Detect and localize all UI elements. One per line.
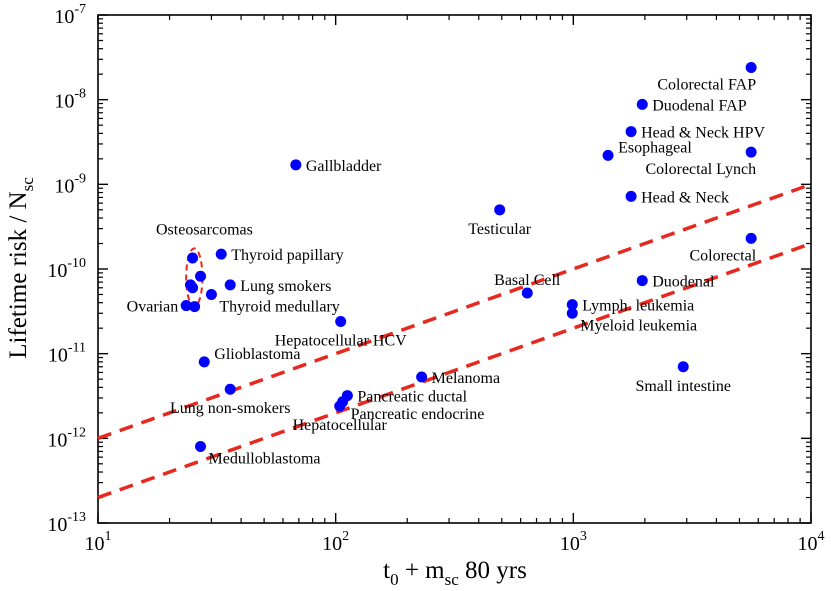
point-thyroid-papillary: [215, 248, 227, 260]
label-colorectal-fap: Colorectal FAP: [657, 76, 756, 93]
axis-ticks: [97, 14, 812, 524]
point-ovarian: [180, 300, 192, 312]
label-head-neck-hpv: Head & Neck HPV: [641, 125, 765, 142]
label-ovarian: Ovarian: [127, 299, 179, 316]
label-pancreatic-endocrine: Pancreatic endocrine: [351, 406, 485, 423]
y-axis-title-sub: sc: [18, 177, 37, 192]
y-tick-label: 10-11: [48, 341, 86, 367]
y-tick-label: 10-7: [54, 2, 86, 28]
label-thyroid-medullary: Thyroid medullary: [219, 298, 339, 315]
point-head-neck: [625, 190, 637, 202]
x-tick-label: 101: [85, 529, 112, 555]
point-testicular: [494, 204, 506, 216]
y-tick-label: 10-12: [47, 425, 86, 451]
point-colorectal-fap: [745, 61, 757, 73]
point-melanoma: [416, 371, 428, 383]
point-osteosarcoma: [187, 252, 199, 264]
point-small-intestine: [677, 361, 689, 373]
point-head-neck-hpv: [625, 126, 637, 138]
tick-labels: 101 102 103 104 10-13 10-12 10-11 10-10 10-9 10-8…: [47, 2, 824, 555]
x-axis-title-tail: 80 yrs: [459, 557, 527, 584]
point-glioblastoma: [198, 356, 210, 368]
label-hepatocellular: Hepatocellular: [293, 417, 388, 434]
point-lung-smokers: [224, 279, 236, 291]
point-gallbladder: [290, 159, 302, 171]
x-axis-title-sub2: sc: [445, 570, 460, 589]
data-points: [180, 61, 757, 453]
x-tick-label: 103: [560, 529, 587, 555]
point-labels: Colorectal FAP Duodenal FAP Head & Neck HP…: [127, 76, 766, 467]
x-tick-label: 102: [322, 529, 349, 555]
point-thyroid-medullary: [205, 288, 217, 300]
trend-lines: [97, 182, 812, 500]
y-axis-title: Lifetime risk / Nsc: [5, 177, 37, 359]
point-hepatocellular-hcv: [335, 315, 347, 327]
label-basal-cell: Basal Cell: [494, 272, 561, 289]
point-hepatocellular: [334, 400, 346, 412]
label-osteosarcomas: Osteosarcomas: [156, 221, 253, 238]
y-tick-label: 10-10: [47, 256, 86, 282]
label-lymph-leukemia: Lymph. leukemia: [582, 298, 694, 315]
point-osteosarcoma: [187, 282, 199, 294]
point-osteosarcoma: [195, 270, 207, 282]
lower-trend-line: [97, 241, 812, 500]
label-colorectal: Colorectal: [690, 247, 757, 264]
y-tick-label: 10-13: [47, 510, 86, 536]
label-myeloid-leukemia: Myeloid leukemia: [580, 317, 697, 334]
label-duodenal: Duodenal: [652, 274, 715, 291]
label-lung-non-smokers: Lung non-smokers: [170, 400, 290, 417]
point-lung-non-smokers: [224, 383, 236, 395]
point-osteosarcoma: [189, 301, 201, 313]
point-basal-cell: [521, 287, 533, 299]
label-gallbladder: Gallbladder: [306, 158, 382, 175]
x-tick-label: 104: [798, 529, 825, 555]
point-esophageal: [602, 149, 614, 161]
label-colorectal-lynch: Colorectal Lynch: [646, 161, 757, 178]
label-thyroid-papillary: Thyroid papillary: [231, 247, 343, 264]
y-tick-label: 10-9: [54, 171, 86, 197]
label-hepatocellular-hcv: Hepatocellular HCV: [275, 332, 407, 349]
label-duodenal-fap: Duodenal FAP: [652, 97, 746, 114]
label-head-neck: Head & Neck: [641, 189, 729, 206]
label-glioblastoma: Glioblastoma: [214, 346, 300, 363]
point-lymph-leukemia: [566, 299, 578, 311]
x-axis-title: t0 + msc 80 yrs: [383, 557, 527, 589]
label-pancreatic-ductal: Pancreatic ductal: [357, 389, 467, 406]
y-tick-label: 10-8: [54, 87, 86, 113]
point-duodenal-fap: [636, 98, 648, 110]
point-colorectal: [745, 232, 757, 244]
label-esophageal: Esophageal: [618, 139, 692, 156]
point-myeloid-leukemia: [566, 307, 578, 319]
label-lung-smokers: Lung smokers: [240, 278, 331, 295]
x-axis-title-sub1: 0: [390, 570, 399, 589]
point-duodenal: [636, 275, 648, 287]
label-testicular: Testicular: [468, 221, 532, 238]
point-colorectal-lynch: [745, 146, 757, 158]
point-medulloblastoma: [195, 441, 207, 453]
label-small-intestine: Small intestine: [635, 378, 731, 395]
label-medulloblastoma: Medulloblastoma: [209, 451, 321, 468]
x-axis-title-mid: + m: [399, 557, 446, 584]
upper-trend-line: [97, 182, 812, 440]
label-melanoma: Melanoma: [432, 370, 500, 387]
